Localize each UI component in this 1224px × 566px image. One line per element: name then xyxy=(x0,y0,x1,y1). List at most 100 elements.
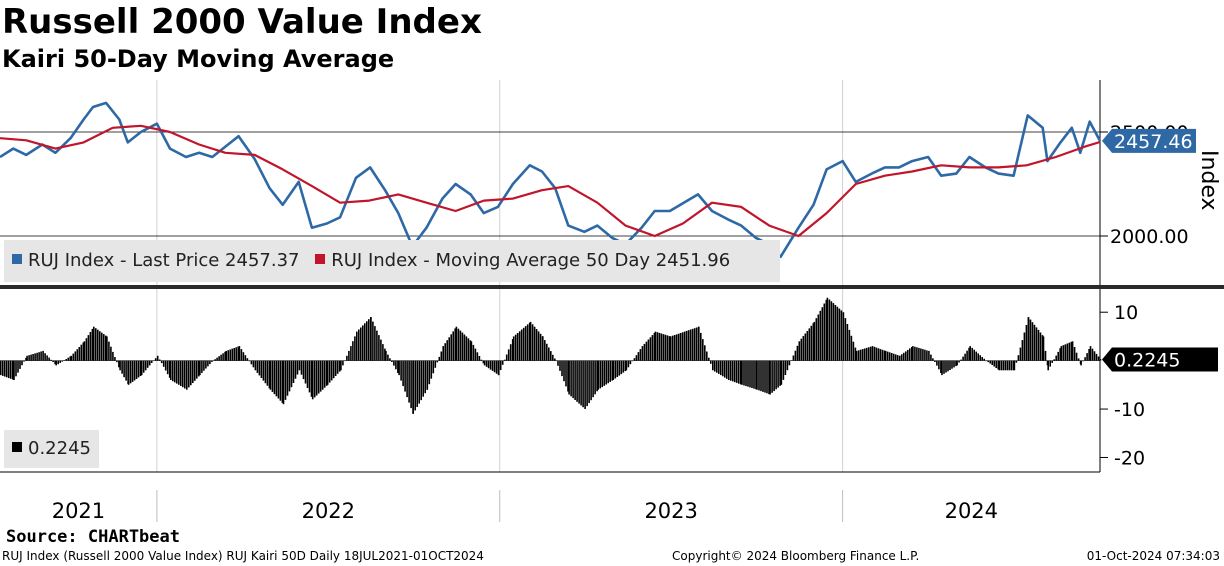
kairi-bar xyxy=(474,348,477,361)
kairi-bar xyxy=(80,344,83,361)
kairi-bar xyxy=(973,349,975,361)
kairi-bar xyxy=(607,360,609,384)
kairi-bar xyxy=(248,360,251,362)
kairi-bar xyxy=(61,360,63,362)
kairi-bar xyxy=(493,360,496,373)
kairi-bar xyxy=(444,343,446,361)
kairi-bar xyxy=(720,360,722,376)
kairi-bar xyxy=(368,319,370,361)
kairi-bar xyxy=(470,341,473,361)
kairi-bar xyxy=(469,340,472,361)
kairi-bar xyxy=(792,355,795,361)
kairi-bar xyxy=(1031,322,1034,361)
kairi-bar xyxy=(227,350,229,361)
source-note: Source: CHARTbeat xyxy=(6,527,180,547)
kairi-bar xyxy=(334,360,337,376)
kairi-bar xyxy=(550,351,552,361)
kairi-bar xyxy=(412,360,414,414)
kairi-bar xyxy=(840,310,843,361)
kairi-bar xyxy=(63,360,65,361)
kairi-bar xyxy=(418,360,420,404)
kairi-bar xyxy=(706,351,708,361)
kairi-bar xyxy=(89,332,92,361)
kairi-bar xyxy=(118,360,120,368)
kairi-bar xyxy=(529,321,532,361)
kairi-bar xyxy=(19,360,21,369)
kairi-bar xyxy=(953,360,955,368)
kairi-bar xyxy=(732,360,734,382)
kairi-bar xyxy=(310,360,313,397)
kairi-bar xyxy=(91,328,94,361)
kairi-bar xyxy=(726,360,728,379)
kairi-bar xyxy=(637,352,640,361)
kairi-bar xyxy=(13,360,15,380)
kairi-bar xyxy=(360,327,362,361)
kairi-bar xyxy=(50,359,52,361)
kairi-bar xyxy=(302,360,305,380)
kairi-bar xyxy=(8,360,10,379)
kairi-bar xyxy=(788,360,791,366)
kairi-bar xyxy=(687,330,690,361)
kairi-bar xyxy=(387,354,389,361)
kairi-bar xyxy=(268,360,271,389)
kairi-bar xyxy=(476,352,479,361)
price-legend-swatch xyxy=(12,254,22,264)
kairi-bar xyxy=(857,350,860,361)
kairi-badge xyxy=(1102,347,1218,372)
kairi-bar xyxy=(771,360,773,393)
kairi-bar xyxy=(969,346,971,361)
kairi-bar xyxy=(524,326,527,361)
kairi-bar xyxy=(450,334,452,361)
kairi-bar xyxy=(273,360,276,395)
kairi-bar xyxy=(467,338,470,361)
kairi-bar xyxy=(894,354,897,361)
kairi-bar xyxy=(434,360,437,368)
kairi-bar xyxy=(105,335,107,361)
kairi-bar xyxy=(834,305,837,361)
kairi-bar xyxy=(1077,358,1080,361)
kairi-bar xyxy=(495,360,498,374)
kairi-bar xyxy=(702,339,704,361)
kairi-bar xyxy=(817,314,820,361)
kairi-bar xyxy=(1000,360,1003,371)
kairi-bar xyxy=(463,334,466,361)
kairi-bar xyxy=(825,299,828,361)
kairi-bar xyxy=(480,359,483,361)
kairi-bar xyxy=(745,360,747,387)
kairi-bar xyxy=(643,343,646,361)
kairi-bar xyxy=(879,349,882,361)
kairi-bar xyxy=(1068,342,1071,361)
kairi-bar xyxy=(110,346,112,361)
kairi-bar xyxy=(21,360,23,366)
kairi-bar xyxy=(400,360,402,381)
kairi-bar xyxy=(584,360,586,409)
kairi-bar xyxy=(998,360,1001,371)
kairi-bar xyxy=(292,360,295,383)
kairi-bar xyxy=(55,360,57,366)
kairi-bar xyxy=(790,360,793,361)
kairi-bar xyxy=(743,360,745,386)
kairi-bar xyxy=(516,333,519,361)
kairi-bar xyxy=(142,360,145,373)
kairi-bar xyxy=(178,360,180,385)
kairi-bar xyxy=(404,360,406,392)
kairi-bar xyxy=(279,360,282,401)
kairi-bar xyxy=(932,358,934,361)
kairi-bar xyxy=(103,334,105,361)
kairi-bar xyxy=(114,357,116,361)
kairi-bar xyxy=(724,360,726,378)
kairi-bar xyxy=(85,338,88,361)
kairi-bar xyxy=(784,360,787,375)
kairi-bar xyxy=(993,360,995,367)
kairi-bar xyxy=(406,360,408,398)
kairi-bar xyxy=(6,360,8,378)
kairi-bar xyxy=(326,360,329,385)
kairi-bar xyxy=(224,351,226,361)
kairi-bar xyxy=(275,360,278,397)
kairi-bar xyxy=(505,354,508,361)
kairi-bar xyxy=(212,360,214,362)
kairi-bar xyxy=(572,360,574,399)
kairi-bar xyxy=(93,326,95,361)
kairi-bar xyxy=(861,349,864,361)
kairi-bar xyxy=(966,350,968,361)
